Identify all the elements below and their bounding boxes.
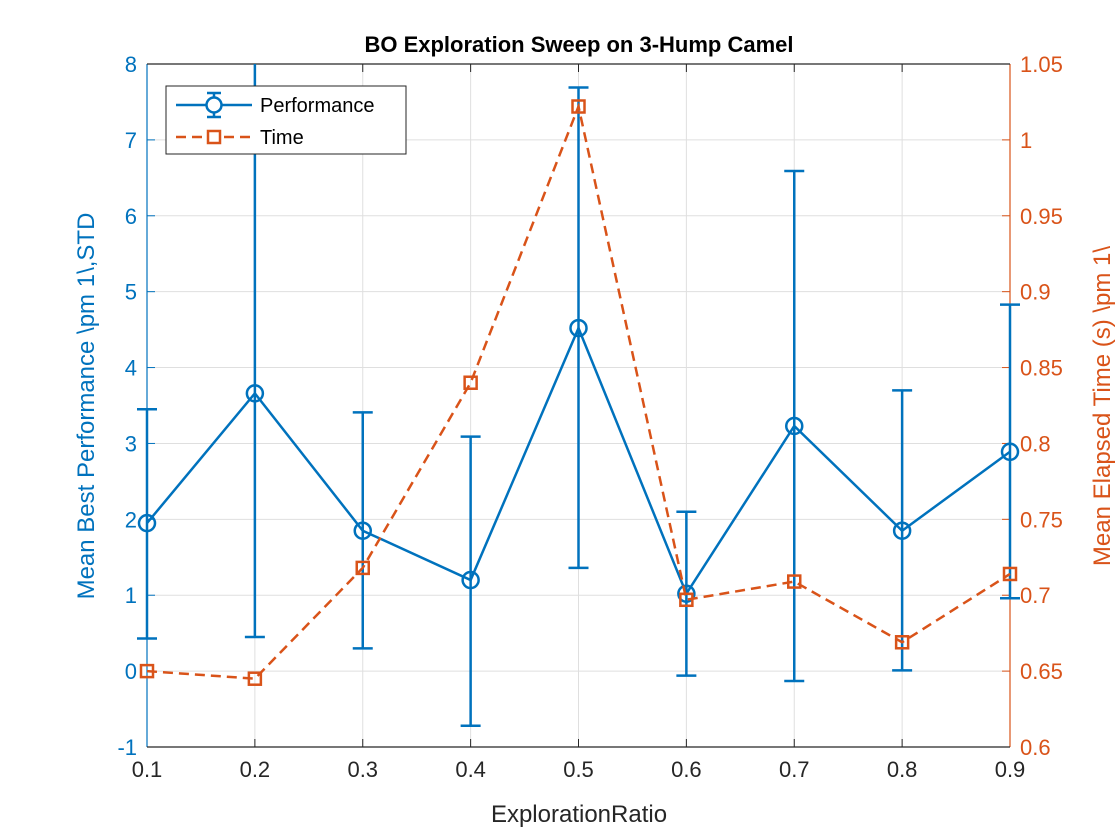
y-left-tick-label: 5 <box>125 280 137 305</box>
y-axis-right-label: Mean Elapsed Time (s) \pm 1\ <box>1089 246 1116 566</box>
y-right-tick-label: 0.95 <box>1020 204 1063 229</box>
y-left-tick-label: 1 <box>125 583 137 608</box>
performance-point <box>1000 442 1020 462</box>
series-layer <box>137 64 1020 728</box>
time-point <box>1002 566 1018 582</box>
performance-point <box>892 521 912 540</box>
y-left-tick-label: -1 <box>117 735 137 760</box>
y-left-tick-label: 8 <box>125 52 137 77</box>
legend-performance-marker <box>205 96 223 114</box>
legend: Performance Time <box>165 85 407 155</box>
y-left-tick-label: 0 <box>125 659 137 684</box>
performance-series-line <box>146 324 1011 597</box>
performance-point <box>569 318 588 338</box>
x-tick-label: 0.4 <box>455 757 486 782</box>
performance-point <box>677 584 696 603</box>
x-tick-label: 0.5 <box>563 757 594 782</box>
legend-box <box>165 85 407 155</box>
x-tick-label: 0.3 <box>347 757 378 782</box>
time-point <box>139 663 155 679</box>
performance-point <box>353 521 372 540</box>
x-tick-label: 0.1 <box>132 757 163 782</box>
time-point <box>463 375 478 390</box>
time-point <box>787 574 802 589</box>
legend-time-label: Time <box>260 127 304 149</box>
y-left-tick-label: 4 <box>125 356 137 381</box>
y-left-tick-label: 3 <box>125 431 137 456</box>
performance-point <box>245 384 265 403</box>
time-point <box>247 671 263 686</box>
legend-time-marker <box>206 129 222 145</box>
y-right-tick-label: 0.8 <box>1020 431 1051 456</box>
x-tick-label: 0.6 <box>671 757 702 782</box>
performance-point <box>137 513 157 533</box>
time-point <box>571 99 586 114</box>
time-point <box>894 635 910 650</box>
y-left-tick-label: 6 <box>125 204 137 229</box>
x-tick-label: 0.8 <box>887 757 918 782</box>
y-axis-left-label: Mean Best Performance \pm 1\,STD <box>73 213 100 600</box>
performance-point <box>785 416 804 436</box>
y-right-tick-label: 0.6 <box>1020 735 1051 760</box>
x-tick-label: 0.7 <box>779 757 810 782</box>
y-right-tick-label: 0.65 <box>1020 659 1063 684</box>
time-series-line <box>146 102 1011 680</box>
x-tick-label: 0.2 <box>240 757 271 782</box>
y-right-tick-label: 0.75 <box>1020 507 1063 532</box>
y-right-tick-label: 0.9 <box>1020 280 1051 305</box>
chart-title: BO Exploration Sweep on 3-Hump Camel <box>364 32 793 57</box>
y-right-tick-label: 0.7 <box>1020 583 1051 608</box>
performance-point <box>461 570 480 590</box>
x-tick-label: 0.9 <box>995 757 1026 782</box>
time-point <box>679 592 694 608</box>
y-right-tick-label: 1 <box>1020 128 1032 153</box>
x-axis-label: ExplorationRatio <box>491 801 667 828</box>
y-left-tick-label: 7 <box>125 128 137 153</box>
time-point <box>355 560 370 576</box>
y-left-tick-label: 2 <box>125 507 137 532</box>
y-right-tick-label: 0.85 <box>1020 356 1063 381</box>
y-right-tick-label: 1.05 <box>1020 52 1063 77</box>
legend-performance-label: Performance <box>260 95 375 117</box>
